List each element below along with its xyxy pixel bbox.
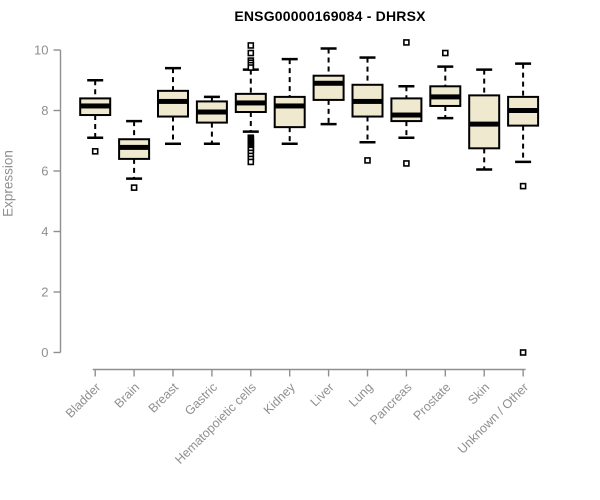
median-line [508,108,539,113]
median-line [391,112,422,118]
outlier-point [130,184,138,191]
outlier-point [247,49,255,57]
median-line [235,100,266,106]
chart-title: ENSG00000169084 - DHRSX [234,8,426,24]
outlier-point [403,160,410,167]
x-tick-label: Brain [112,380,143,411]
x-tick-label: Unknown / Other [455,380,531,456]
iqr-box [390,97,423,123]
median-line [158,98,188,104]
median-line [119,144,150,150]
boxplot-group-skin: Skin [465,68,501,407]
y-tick-label: 6 [41,164,48,179]
outlier-point [519,349,527,356]
x-tick-label: Liver [308,380,337,409]
x-tick-label: Skin [465,380,492,407]
iqr-box [312,74,345,101]
outlier-point [91,148,99,155]
outlier-point [247,42,255,49]
median-line [313,80,344,86]
x-tick-label: Bladder [63,380,103,420]
outlier-point [364,157,371,164]
boxplot-group-lung: Lung [346,56,384,410]
x-tick-label: Gastric [182,380,220,418]
y-tick-label: 0 [41,345,48,360]
median-line [430,94,461,100]
x-tick-label: Breast [146,380,182,416]
outlier-point [403,39,410,46]
boxplot-group-kidney: Kidney [261,57,306,417]
iqr-box [273,95,306,129]
median-line [196,109,227,115]
y-tick-label: 8 [41,103,48,118]
outlier-point [519,182,527,190]
outlier-point [247,158,255,166]
y-tick-label: 2 [41,285,48,300]
x-tick-label: Kidney [261,380,298,417]
x-tick-label: Prostate [411,380,454,423]
median-line [469,121,500,127]
y-tick-label: 4 [41,224,48,239]
x-tick-label: Pancreas [367,380,414,427]
median-line [352,98,383,104]
median-line [274,103,305,109]
median-line [80,103,111,109]
x-tick-label: Lung [346,380,376,410]
boxplot-group-breast: Breast [146,66,189,416]
boxplot-group-brain: Brain [112,119,151,411]
y-tick-label: 10 [34,43,48,58]
boxplot-group-liver: Liver [308,47,345,409]
outlier-point [247,64,255,71]
outlier-point [441,49,449,57]
